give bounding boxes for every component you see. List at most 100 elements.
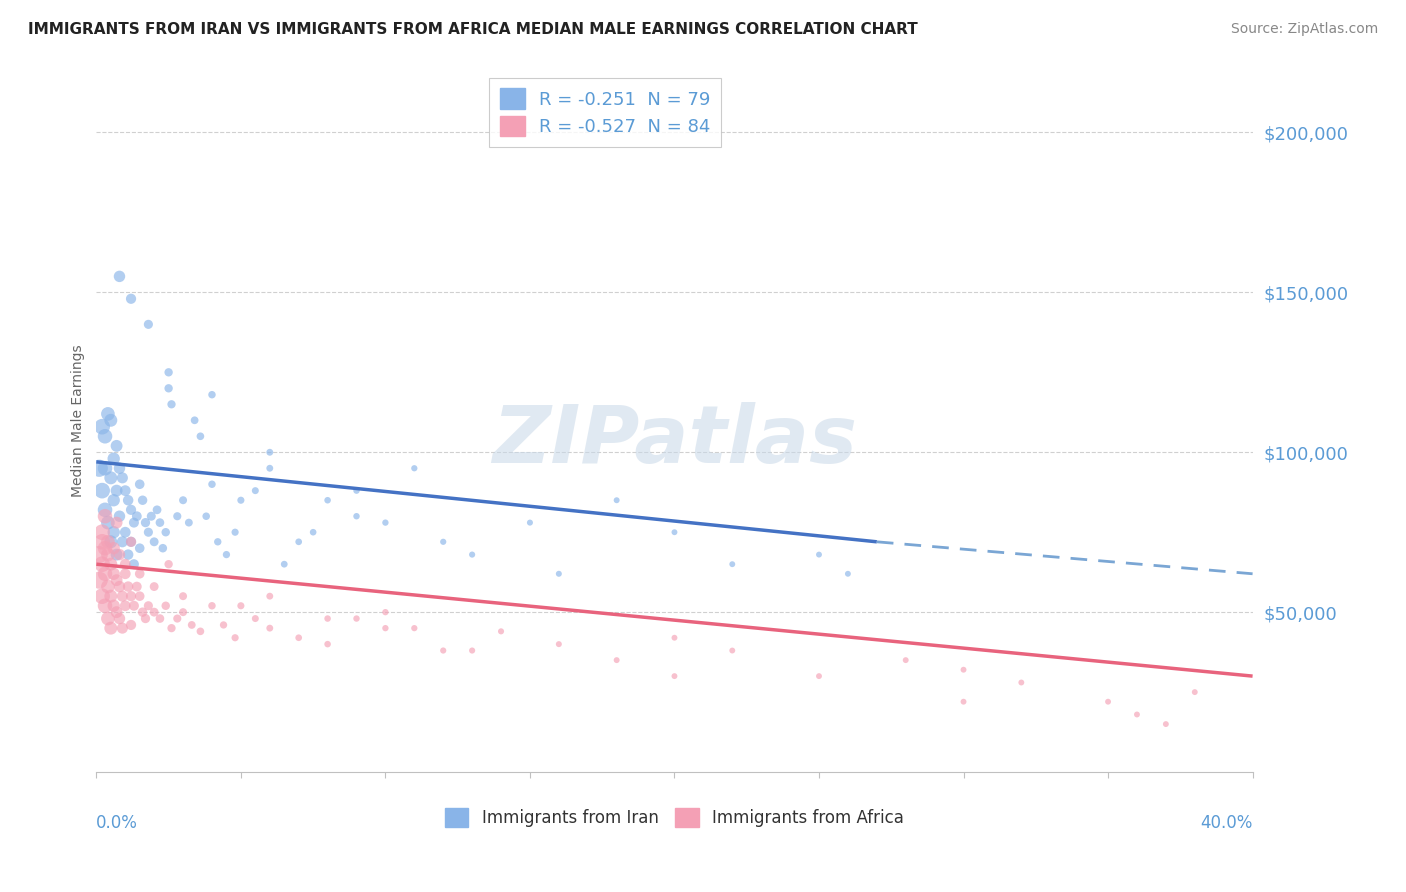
- Point: [374, 621, 396, 635]
- Point: [195, 509, 218, 524]
- Point: [1010, 675, 1032, 690]
- Point: [114, 483, 136, 498]
- Point: [134, 611, 156, 625]
- Point: [287, 631, 309, 645]
- Point: [404, 621, 426, 635]
- Point: [461, 548, 484, 562]
- Point: [432, 534, 454, 549]
- Point: [316, 637, 339, 651]
- Point: [108, 509, 131, 524]
- Point: [837, 566, 859, 581]
- Point: [103, 525, 125, 540]
- Point: [114, 557, 136, 571]
- Point: [97, 580, 120, 594]
- Point: [103, 541, 125, 556]
- Point: [103, 599, 125, 613]
- Point: [128, 589, 150, 603]
- Point: [103, 493, 125, 508]
- Point: [808, 548, 831, 562]
- Point: [120, 503, 142, 517]
- Point: [120, 618, 142, 632]
- Point: [606, 493, 628, 508]
- Point: [721, 557, 744, 571]
- Point: [105, 605, 128, 619]
- Point: [245, 483, 267, 498]
- Point: [346, 509, 368, 524]
- Point: [259, 445, 281, 459]
- Point: [519, 516, 541, 530]
- Point: [245, 611, 267, 625]
- Point: [97, 407, 120, 421]
- Text: ZIPatlas: ZIPatlas: [492, 402, 858, 481]
- Point: [146, 503, 169, 517]
- Text: 0.0%: 0.0%: [97, 814, 138, 832]
- Point: [108, 461, 131, 475]
- Point: [120, 534, 142, 549]
- Point: [111, 471, 134, 485]
- Point: [108, 611, 131, 625]
- Point: [229, 599, 252, 613]
- Point: [201, 477, 224, 491]
- Point: [128, 477, 150, 491]
- Point: [160, 397, 183, 411]
- Point: [91, 483, 114, 498]
- Point: [97, 534, 120, 549]
- Point: [97, 516, 120, 530]
- Point: [97, 611, 120, 625]
- Point: [134, 516, 156, 530]
- Point: [120, 589, 142, 603]
- Point: [114, 566, 136, 581]
- Point: [259, 461, 281, 475]
- Point: [143, 580, 166, 594]
- Point: [201, 387, 224, 401]
- Point: [606, 653, 628, 667]
- Point: [1126, 707, 1149, 722]
- Point: [404, 461, 426, 475]
- Point: [141, 509, 163, 524]
- Point: [94, 541, 117, 556]
- Point: [215, 548, 238, 562]
- Point: [207, 534, 229, 549]
- Point: [157, 365, 180, 379]
- Point: [316, 611, 339, 625]
- Point: [346, 483, 368, 498]
- Legend: Immigrants from Iran, Immigrants from Africa: Immigrants from Iran, Immigrants from Af…: [439, 802, 911, 834]
- Point: [346, 611, 368, 625]
- Point: [201, 599, 224, 613]
- Point: [190, 624, 212, 639]
- Point: [894, 653, 917, 667]
- Point: [157, 557, 180, 571]
- Point: [105, 439, 128, 453]
- Point: [105, 548, 128, 562]
- Point: [89, 461, 111, 475]
- Point: [721, 643, 744, 657]
- Point: [172, 589, 194, 603]
- Point: [94, 503, 117, 517]
- Point: [166, 509, 188, 524]
- Text: IMMIGRANTS FROM IRAN VS IMMIGRANTS FROM AFRICA MEDIAN MALE EARNINGS CORRELATION : IMMIGRANTS FROM IRAN VS IMMIGRANTS FROM …: [28, 22, 918, 37]
- Point: [100, 413, 122, 427]
- Point: [547, 566, 569, 581]
- Point: [143, 605, 166, 619]
- Point: [131, 493, 153, 508]
- Point: [108, 269, 131, 284]
- Point: [1154, 717, 1177, 731]
- Point: [114, 599, 136, 613]
- Point: [177, 516, 200, 530]
- Point: [155, 599, 177, 613]
- Point: [316, 493, 339, 508]
- Point: [152, 541, 174, 556]
- Point: [120, 534, 142, 549]
- Point: [125, 580, 148, 594]
- Point: [212, 618, 235, 632]
- Point: [117, 580, 139, 594]
- Point: [432, 643, 454, 657]
- Point: [952, 695, 974, 709]
- Point: [100, 471, 122, 485]
- Point: [89, 548, 111, 562]
- Point: [664, 525, 686, 540]
- Point: [100, 557, 122, 571]
- Point: [229, 493, 252, 508]
- Point: [120, 292, 142, 306]
- Point: [180, 618, 202, 632]
